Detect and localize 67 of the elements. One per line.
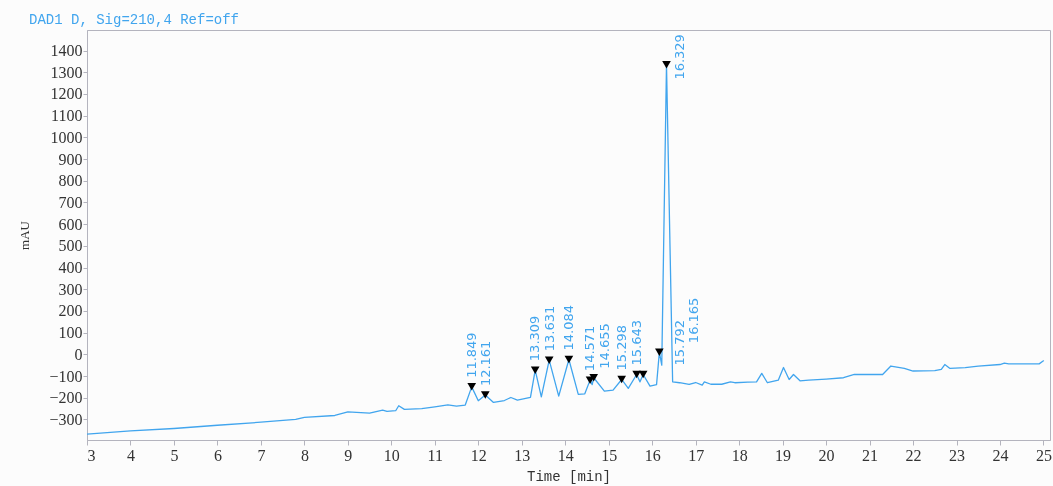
x-tick-label: 8 — [300, 446, 309, 464]
x-tick-label: 21 — [862, 446, 879, 464]
point — [480, 391, 490, 399]
point — [564, 355, 574, 364]
point — [662, 60, 671, 69]
y-tick-label: 300 — [58, 280, 83, 298]
point — [530, 366, 540, 374]
y-tick-label: 400 — [58, 259, 83, 277]
y-tick-label: 1100 — [51, 107, 83, 125]
point — [632, 370, 641, 379]
x-tick-label: 6 — [213, 446, 222, 464]
annotation: 14.571 — [582, 325, 598, 372]
y-tick-label: 900 — [58, 150, 83, 168]
point — [589, 373, 599, 382]
y-tick-label: 200 — [58, 302, 83, 320]
x-tick-label: 9 — [344, 446, 353, 464]
annotation: 16.329 — [672, 34, 688, 80]
x-tick-label: 4 — [126, 446, 135, 464]
annotation: 16.165 — [686, 297, 702, 344]
point — [638, 370, 648, 379]
point — [467, 383, 477, 391]
x-tick-label: 10 — [383, 446, 400, 464]
annotation: 15.643 — [628, 319, 644, 366]
point — [544, 356, 554, 364]
y-axis-title: mAU — [17, 220, 33, 250]
x-tick-label: 14 — [557, 446, 574, 464]
x-tick-label: 12 — [470, 446, 487, 464]
y-tick-label: −100 — [49, 367, 83, 385]
annotation: 14.655 — [596, 323, 612, 369]
x-tick-label: 17 — [688, 446, 705, 464]
x-tick-label: 18 — [731, 446, 748, 464]
chart-title: DAD1 D, Sig=210,4 Ref=off — [28, 12, 240, 28]
x-axis-title: Time [min] — [526, 468, 612, 485]
y-tick-label: −200 — [49, 389, 83, 407]
annotation: 14.084 — [560, 305, 576, 351]
y-tick-label: 700 — [58, 193, 83, 211]
x-tick-label: 25 — [1035, 446, 1052, 464]
y-tick-label: 100 — [58, 324, 83, 342]
annotation: 15.298 — [613, 324, 629, 371]
point — [617, 375, 626, 384]
x-tick-label: 15 — [601, 446, 618, 464]
y-tick-label: 1200 — [50, 85, 83, 103]
annotation: 15.792 — [672, 319, 688, 366]
y-tick-label: 600 — [58, 215, 83, 233]
x-tick-label: 7 — [257, 446, 266, 464]
x-tick-label: 11 — [427, 446, 444, 464]
x-tick-label: 23 — [949, 446, 966, 464]
annotation: 13.309 — [527, 315, 543, 362]
y-tick-label: 800 — [58, 172, 83, 190]
annotation: 12.161 — [478, 340, 494, 387]
y-tick-label: 1000 — [50, 128, 83, 146]
x-tick-label: 16 — [644, 446, 661, 464]
y-tick-label: 1400 — [50, 42, 83, 60]
x-tick-label: 3 — [87, 446, 96, 464]
point — [655, 348, 664, 356]
x-tick-label: 13 — [514, 446, 531, 464]
annotation: 11.849 — [463, 332, 479, 378]
x-tick-label: 19 — [775, 446, 792, 464]
y-tick-label: 0 — [74, 345, 83, 363]
y-tick-label: −300 — [49, 410, 83, 428]
x-tick-label: 20 — [818, 446, 835, 464]
annotation: 13.631 — [542, 305, 558, 352]
y-tick-label: 1300 — [50, 63, 83, 81]
x-tick-label: 24 — [992, 446, 1009, 464]
x-tick-label: 5 — [170, 446, 179, 464]
y-tick-label: 500 — [58, 237, 83, 255]
x-tick-label: 22 — [905, 446, 922, 464]
